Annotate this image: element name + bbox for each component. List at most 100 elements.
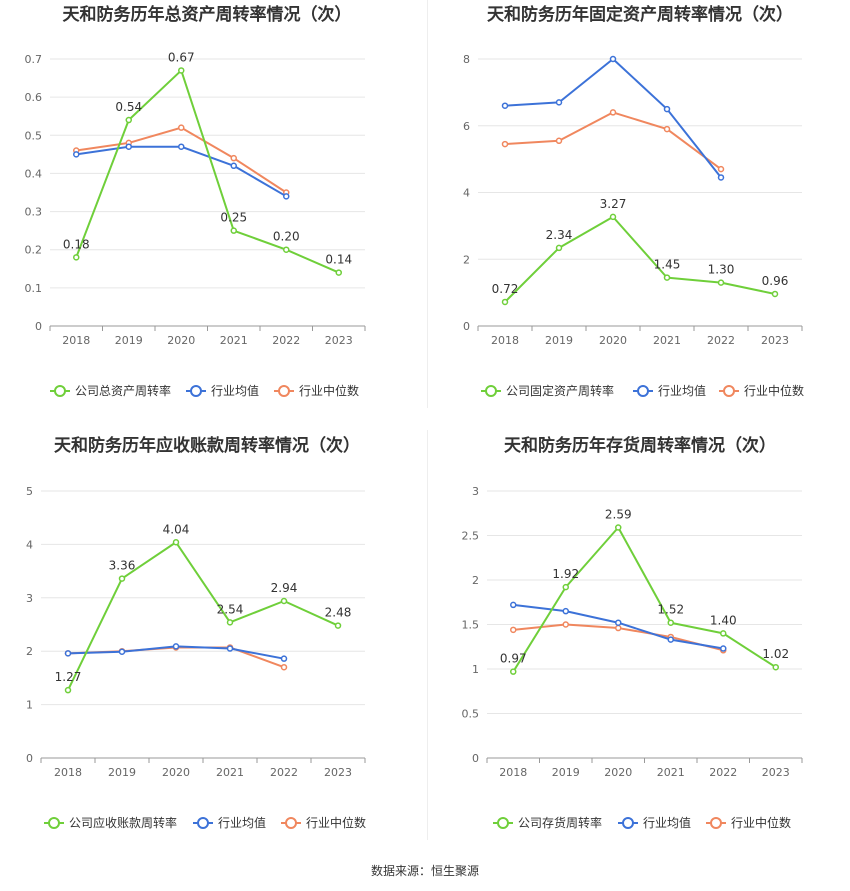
data-point-company [178, 67, 185, 74]
y-tick-label: 0.5 [25, 129, 43, 142]
legend-marker-company [48, 817, 60, 829]
x-tick-label: 2021 [220, 334, 248, 347]
y-tick-label: 0 [35, 320, 42, 333]
data-label: 0.97 [500, 652, 527, 666]
series-line-company [75, 69, 340, 274]
data-point-median [609, 109, 617, 116]
x-tick-label: 2023 [761, 334, 789, 347]
data-point-company [771, 290, 779, 298]
x-tick-label: 2023 [324, 766, 352, 779]
chart-title: 天和防务历年固定资产周转率情况（次） [487, 4, 793, 25]
data-point-company [118, 575, 126, 582]
data-point-avg [562, 607, 569, 615]
y-tick-label: 3 [472, 485, 479, 498]
data-point-company [510, 668, 517, 675]
chart-panel-3: 天和防务历年应收账款周转率情况（次） 0 1 2 3 4 5 2018 2019 2020 2021… [26, 435, 366, 830]
data-point-avg [555, 99, 563, 106]
data-label: 0.20 [273, 230, 300, 244]
legend-label-avg: 行业均值 [218, 815, 266, 830]
x-tick-label: 2019 [545, 334, 573, 347]
data-label: 1.02 [762, 647, 789, 661]
series-line-company [67, 541, 339, 691]
data-source-footer: 数据来源：恒生聚源 [370, 864, 479, 878]
x-tick-label: 2023 [762, 766, 790, 779]
data-point-median [663, 125, 671, 133]
x-tick-label: 2018 [491, 334, 519, 347]
data-point-avg [667, 636, 674, 643]
x-tick-label: 2020 [599, 334, 627, 347]
data-label: 0.72 [492, 282, 519, 296]
chart-panel-2: 天和防务历年固定资产周转率情况（次） 0 2 4 6 8 2018 2019 2020 2021 2… [463, 4, 804, 398]
y-tick-label: 0.7 [25, 53, 43, 66]
panel-divider-top [427, 0, 428, 408]
legend-marker-company [497, 817, 509, 829]
legend-marker-median [723, 385, 735, 397]
legend-label-median: 行业中位数 [744, 383, 804, 398]
chart-title: 天和防务历年应收账款周转率情况（次） [54, 435, 360, 456]
data-point-avg [125, 143, 132, 150]
data-point-company [501, 298, 509, 306]
data-point-avg [280, 655, 288, 662]
data-point-company [717, 279, 725, 286]
data-label: 1.40 [710, 613, 737, 627]
y-tick-label: 2.5 [462, 530, 480, 543]
legend-marker-avg [197, 817, 209, 829]
x-tick-label: 2021 [653, 334, 681, 347]
data-point-avg [501, 102, 509, 109]
panel-divider-bottom [427, 430, 428, 840]
data-point-company [663, 274, 671, 281]
legend-marker-median [285, 817, 297, 829]
data-point-median [510, 626, 517, 634]
y-tick-label: 0.3 [25, 206, 43, 219]
data-point-avg [717, 174, 725, 181]
data-point-company [283, 246, 290, 253]
data-point-avg [172, 643, 180, 650]
x-tick-label: 2022 [272, 334, 300, 347]
data-point-avg [663, 105, 671, 113]
series-line-company [512, 526, 777, 673]
data-label: 0.96 [762, 274, 789, 288]
data-point-avg [283, 193, 290, 200]
y-tick-label: 0 [26, 752, 33, 765]
chart-title: 天和防务历年存货周转率情况（次） [504, 435, 776, 456]
data-label: 1.92 [552, 567, 579, 581]
data-label: 0.14 [325, 253, 352, 267]
data-point-avg [178, 143, 185, 150]
data-point-avg [615, 619, 622, 626]
y-tick-label: 0.2 [25, 244, 43, 257]
x-tick-label: 2018 [499, 766, 527, 779]
data-point-avg [510, 601, 517, 609]
y-tick-label: 3 [26, 592, 33, 605]
data-point-company [772, 663, 779, 671]
data-label: 2.94 [271, 581, 298, 595]
data-point-median [501, 140, 509, 148]
data-point-company [562, 583, 569, 591]
x-tick-label: 2022 [709, 766, 737, 779]
legend-marker-median [278, 385, 290, 397]
data-label: 0.54 [115, 100, 142, 114]
data-label: 2.59 [605, 507, 632, 521]
data-point-company [720, 630, 727, 637]
y-tick-label: 1 [472, 663, 479, 676]
y-tick-label: 2 [463, 253, 470, 266]
chart-panel-1: 天和防务历年总资产周转率情况（次） 0 0.1 0.2 0.3 0.4 0.5 0.6 0.7 2… [25, 4, 366, 398]
legend-marker-company [54, 385, 66, 397]
series-line-median [504, 111, 722, 170]
x-tick-label: 2021 [657, 766, 685, 779]
x-tick-label: 2020 [167, 334, 195, 347]
data-point-median [178, 124, 185, 131]
y-tick-label: 8 [463, 53, 470, 66]
data-point-company [64, 686, 72, 694]
data-point-avg [609, 55, 617, 63]
y-tick-label: 0.5 [462, 708, 480, 721]
data-point-company [335, 269, 342, 276]
x-tick-label: 2019 [552, 766, 580, 779]
y-tick-label: 5 [26, 485, 33, 498]
data-label: 2.48 [325, 606, 352, 620]
data-label: 3.27 [600, 197, 627, 211]
x-tick-label: 2019 [115, 334, 143, 347]
legend-label-avg: 行业均值 [658, 383, 706, 398]
x-tick-label: 2021 [216, 766, 244, 779]
data-point-median [555, 137, 563, 145]
